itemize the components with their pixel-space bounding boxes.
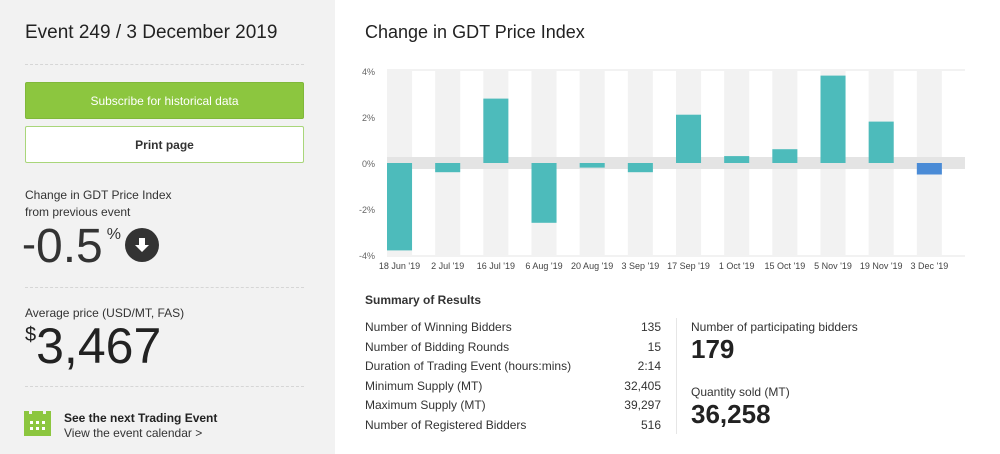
calendar-icon <box>24 410 51 436</box>
print-page-button[interactable]: Print page <box>25 126 304 163</box>
summary-label: Number of Bidding Rounds <box>365 339 510 354</box>
event-title: Event 249 / 3 December 2019 <box>25 22 278 43</box>
event-calendar-link[interactable]: View the event calendar > <box>64 426 203 440</box>
summary-table: Number of Winning Bidders 135 Number of B… <box>365 318 661 435</box>
chart-bar <box>627 163 653 173</box>
summary-value: 32,405 <box>624 378 661 393</box>
change-label: Change in GDT Price Index from previous … <box>25 187 172 221</box>
x-tick-label: 5 Nov '19 <box>814 261 852 271</box>
summary-value: 135 <box>640 320 661 334</box>
chart-bar <box>868 121 894 163</box>
x-tick-label: 6 Aug '19 <box>525 261 562 271</box>
y-tick-label: -2% <box>359 205 375 215</box>
chart-bar <box>820 75 846 163</box>
x-tick-label: 19 Nov '19 <box>860 261 903 271</box>
participating-label: Number of participating bidders <box>691 320 858 334</box>
avg-price-label: Average price (USD/MT, FAS) <box>25 306 185 320</box>
x-tick-label: 15 Oct '19 <box>764 261 805 271</box>
summary-label: Number of Registered Bidders <box>365 417 527 432</box>
event-sidebar: Event 249 / 3 December 2019 Subscribe fo… <box>0 0 335 454</box>
summary-label: Minimum Supply (MT) <box>365 378 483 393</box>
y-tick-label: 4% <box>362 67 375 77</box>
change-unit: % <box>106 226 121 243</box>
summary-row: Duration of Trading Event (hours:mins) 2:… <box>365 357 661 377</box>
x-tick-label: 16 Jul '19 <box>477 261 515 271</box>
change-label-line2: from previous event <box>25 205 131 219</box>
divider <box>25 386 304 387</box>
chart-bar <box>724 156 750 163</box>
chart-bar <box>772 149 798 163</box>
divider <box>676 318 677 434</box>
quantity-label: Quantity sold (MT) <box>691 385 790 399</box>
x-tick-label: 18 Jun '19 <box>379 261 420 271</box>
chart-bar <box>579 163 605 168</box>
summary-value: 39,297 <box>624 398 661 412</box>
summary-label: Number of Winning Bidders <box>365 320 512 334</box>
summary-label: Duration of Trading Event (hours:mins) <box>365 359 572 373</box>
summary-row: Number of Winning Bidders 135 <box>365 318 661 338</box>
y-tick-label: 2% <box>362 113 375 123</box>
x-tick-label: 20 Aug '19 <box>571 261 613 271</box>
chart-bar <box>916 163 942 175</box>
price-index-chart: 4% 2% 0% -2% -4% 18 Jun '19 2 Jul '19 16 Jul '1… <box>359 67 965 271</box>
summary-row: Minimum Supply (MT) 32,405 <box>365 377 661 397</box>
participating-value: 179 <box>691 334 735 364</box>
chart-bar <box>531 163 557 223</box>
divider <box>25 64 304 65</box>
next-event-title: See the next Trading Event <box>64 411 218 425</box>
subscribe-button[interactable]: Subscribe for historical data <box>25 82 304 119</box>
x-tick-label: 3 Dec '19 <box>910 261 948 271</box>
summary-value: 516 <box>640 417 661 432</box>
change-value: 0.5 <box>36 220 103 273</box>
divider <box>25 287 304 288</box>
summary-value: 15 <box>647 339 661 354</box>
x-tick-label: 2 Jul '19 <box>431 261 464 271</box>
average-price: $ 3,467 <box>25 318 161 374</box>
chart-bar <box>387 163 413 251</box>
change-label-line1: Change in GDT Price Index <box>25 188 172 202</box>
quantity-sold: Quantity sold (MT) 36,258 <box>691 385 790 429</box>
currency-symbol: $ <box>25 324 37 346</box>
x-tick-label: 17 Sep '19 <box>667 261 710 271</box>
quantity-value: 36,258 <box>691 399 771 429</box>
chart-bar <box>435 163 461 173</box>
summary-row: Number of Registered Bidders 516 <box>365 416 661 436</box>
x-tick-label: 1 Oct '19 <box>719 261 755 271</box>
chart-bar <box>676 114 702 163</box>
y-tick-label: -4% <box>359 251 375 261</box>
summary-row: Number of Bidding Rounds 15 <box>365 338 661 358</box>
price-index-change: - 0.5 % <box>22 222 159 272</box>
x-tick-label: 3 Sep '19 <box>621 261 659 271</box>
y-tick-label: 0% <box>362 159 375 169</box>
summary-label: Maximum Supply (MT) <box>365 398 486 412</box>
chart-title: Change in GDT Price Index <box>365 22 585 42</box>
summary-title: Summary of Results <box>365 293 482 307</box>
change-sign: - <box>22 220 36 267</box>
chart-bar <box>483 98 509 163</box>
arrow-down-circle-icon <box>124 228 159 262</box>
participating-bidders: Number of participating bidders 179 <box>691 320 858 364</box>
next-event: See the next Trading Event View the even… <box>64 411 217 441</box>
summary-row: Maximum Supply (MT) 39,297 <box>365 396 661 416</box>
summary-value: 2:14 <box>637 359 661 373</box>
average-price-value: 3,467 <box>36 318 162 374</box>
